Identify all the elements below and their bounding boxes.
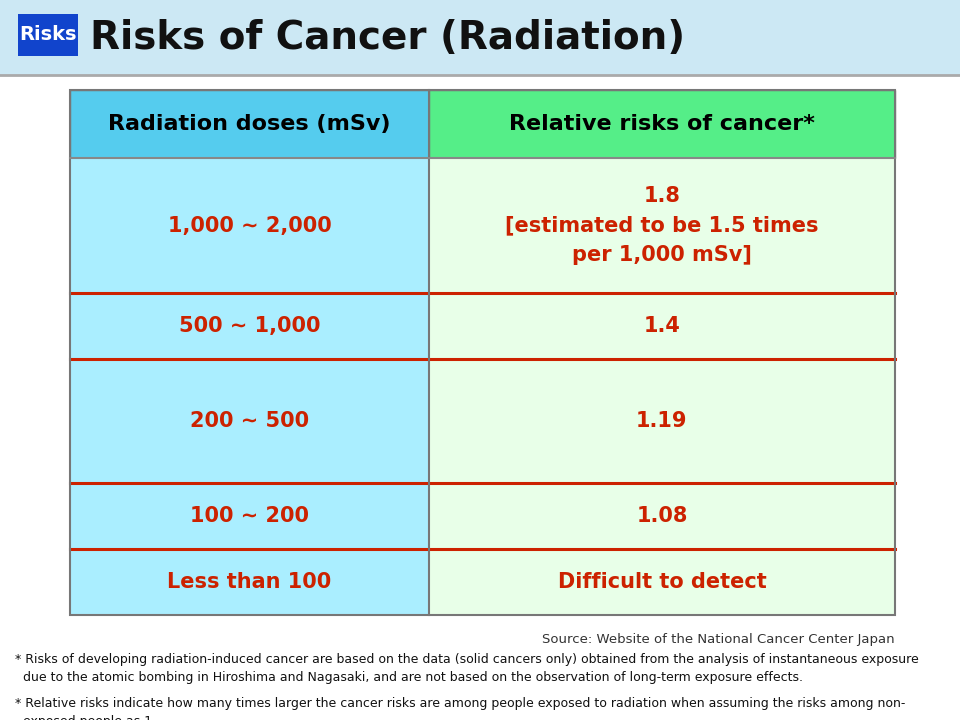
Bar <box>18 14 78 56</box>
Text: Difficult to detect: Difficult to detect <box>558 572 766 592</box>
Text: * Relative risks indicate how many times larger the cancer risks are among peopl: * Relative risks indicate how many times… <box>15 697 905 720</box>
Bar <box>70 90 429 158</box>
Text: 1.4: 1.4 <box>643 316 681 336</box>
Bar <box>429 90 895 158</box>
Text: Less than 100: Less than 100 <box>167 572 331 592</box>
Text: 1,000 ∼ 2,000: 1,000 ∼ 2,000 <box>168 215 331 235</box>
Text: Source: Website of the National Cancer Center Japan: Source: Website of the National Cancer C… <box>542 633 895 646</box>
Text: Radiation doses (mSv): Radiation doses (mSv) <box>108 114 391 134</box>
Bar <box>0 0 960 75</box>
Text: * Risks of developing radiation-induced cancer are based on the data (solid canc: * Risks of developing radiation-induced … <box>15 653 919 684</box>
Bar <box>429 158 895 293</box>
Bar <box>70 359 429 483</box>
Bar <box>70 293 429 359</box>
Text: Risks: Risks <box>19 25 77 45</box>
Bar <box>70 483 429 549</box>
Bar <box>429 293 895 359</box>
Text: 200 ∼ 500: 200 ∼ 500 <box>190 411 309 431</box>
Bar <box>70 90 895 615</box>
Text: 1.08: 1.08 <box>636 506 687 526</box>
Bar <box>70 158 429 293</box>
Text: 100 ∼ 200: 100 ∼ 200 <box>190 506 309 526</box>
Bar <box>429 483 895 549</box>
Bar <box>70 549 429 615</box>
Bar <box>429 549 895 615</box>
Bar <box>429 359 895 483</box>
Text: Risks of Cancer (Radiation): Risks of Cancer (Radiation) <box>90 19 685 56</box>
Text: 1.8
[estimated to be 1.5 times
per 1,000 mSv]: 1.8 [estimated to be 1.5 times per 1,000… <box>505 186 819 265</box>
Text: 1.19: 1.19 <box>636 411 687 431</box>
Text: Relative risks of cancer*: Relative risks of cancer* <box>509 114 815 134</box>
Text: 500 ∼ 1,000: 500 ∼ 1,000 <box>179 316 321 336</box>
